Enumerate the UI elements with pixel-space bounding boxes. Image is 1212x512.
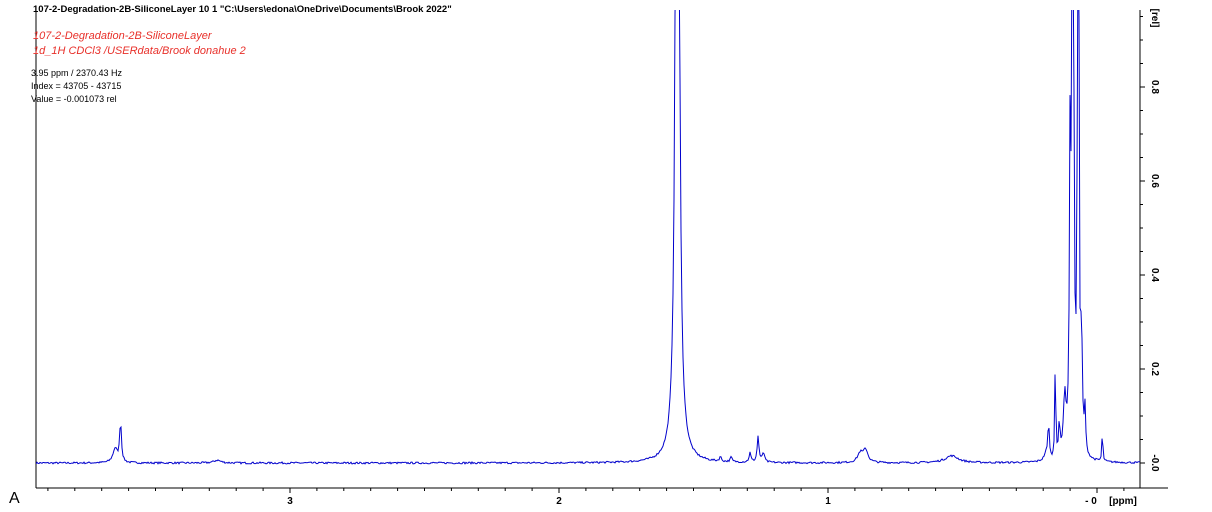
cursor-ppm-readout: 3.95 ppm / 2370.43 Hz (31, 68, 123, 78)
y-tick-label: -0.0 (1149, 454, 1160, 472)
y-tick-label: 0.4 (1149, 268, 1160, 282)
x-tick-label: 1 (825, 496, 831, 507)
y-tick-label: 0.2 (1149, 362, 1160, 376)
cursor-value-readout: Value = -0.001073 rel (31, 94, 117, 104)
y-tick-label: 0.6 (1149, 174, 1160, 188)
dataset-name: 107-2-Degradation-2B-SiliconeLayer (33, 30, 212, 42)
dataset-path: 1d_1H CDCl3 /USERdata/Brook donahue 2 (33, 45, 246, 57)
file-title: 107-2-Degradation-2B-SiliconeLayer 10 1 … (33, 4, 452, 15)
x-tick-label: 3 (287, 496, 293, 507)
axes: 3 2 1 - 0 [ppm] -0.0 0.2 0.4 0.6 0.8 [rel] (35, 9, 1168, 507)
x-tick-label: - 0 (1085, 496, 1097, 507)
y-tick-label: 0.8 (1149, 80, 1160, 94)
cursor-index-readout: Index = 43705 - 43715 (31, 81, 122, 91)
y-axis-label: [rel] (1149, 9, 1160, 28)
x-tick-label: 2 (556, 496, 562, 507)
panel-label: A (9, 490, 20, 507)
x-axis-label: [ppm] (1109, 496, 1137, 507)
spectrum-trace (36, 10, 1140, 465)
